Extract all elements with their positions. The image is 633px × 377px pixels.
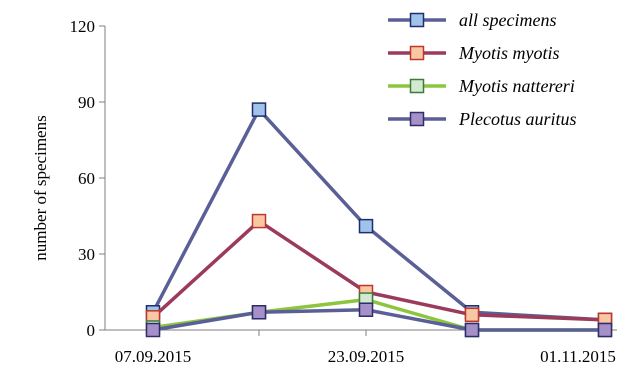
data-point [251, 102, 267, 117]
series-line [152, 307, 605, 332]
data-point [251, 305, 267, 320]
data-point [145, 322, 161, 338]
series-all-specimens [145, 102, 613, 328]
x-tick-label: 07.09.2015 [115, 347, 192, 366]
legend-marker [409, 111, 425, 127]
legend-label: Plecotus auritus [458, 109, 577, 129]
legend-entry: Plecotus auritus [388, 109, 577, 129]
legend-entry: Myotis myotis [388, 43, 560, 63]
x-tick-label: 23.09.2015 [328, 347, 405, 366]
data-point [358, 302, 374, 317]
legend-marker [409, 12, 425, 28]
data-point [358, 218, 374, 234]
series-plecotus-auritus [145, 302, 613, 338]
chart-axes: 0 30 60 90 120 07.09.2015 23.09.2015 01.11.2015… [31, 17, 617, 366]
y-tick-label: 90 [78, 93, 95, 112]
data-point [464, 307, 480, 323]
data-point [251, 213, 267, 229]
y-tick-label: 0 [87, 321, 96, 340]
chart-legend: all specimens Myotis myotis Myotis nattere… [388, 10, 577, 129]
legend-label: Myotis myotis [458, 43, 560, 63]
legend-entry: Myotis nattereri [388, 76, 575, 96]
series-myotis-myotis [145, 213, 613, 328]
data-point [597, 322, 613, 338]
y-axis-title: number of specimens [31, 115, 50, 260]
y-tick-label: 120 [70, 17, 96, 36]
legend-marker [409, 45, 425, 61]
legend-entry: all specimens [388, 10, 556, 30]
legend-label: Myotis nattereri [458, 76, 575, 96]
data-point [464, 322, 480, 338]
legend-marker [409, 78, 425, 94]
x-tick-label: 01.11.2015 [540, 347, 616, 366]
series-line [151, 107, 606, 322]
legend-label: all specimens [459, 10, 556, 30]
y-tick-label: 60 [78, 169, 95, 188]
chart-series [145, 102, 613, 338]
y-tick-label: 30 [78, 245, 95, 264]
